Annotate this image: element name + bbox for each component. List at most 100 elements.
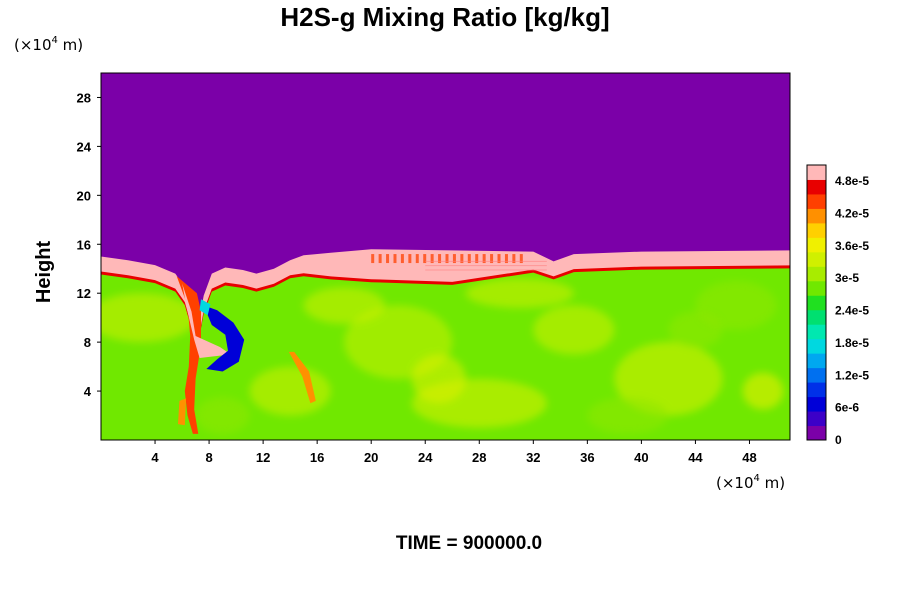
- x-tick-label: 16: [310, 450, 324, 465]
- colorbar-segment: [807, 353, 826, 369]
- plume-strip: [182, 283, 231, 358]
- lower-texture: [101, 278, 784, 434]
- plume-strip: [178, 398, 187, 426]
- colorbar-tick-label: 4.2e-5: [835, 207, 869, 221]
- colorbar-tick-label: 2.4e-5: [835, 304, 869, 318]
- upper-field: [101, 73, 790, 325]
- colorbar-segment: [807, 237, 826, 253]
- x-tick-label: 36: [580, 450, 594, 465]
- y-axis-label: Height: [33, 241, 55, 304]
- colorbar-tick-label: 4.8e-5: [835, 174, 869, 188]
- y-unit-exp: 4: [52, 35, 58, 46]
- wave-streak: [512, 254, 516, 264]
- wave-streak: [423, 254, 427, 264]
- colorbar-tick-label: 1.8e-5: [835, 336, 869, 350]
- colorbar-segment: [807, 222, 826, 238]
- colorbar-tick-label: 6e-6: [835, 401, 859, 415]
- wave-streak: [482, 254, 486, 264]
- wave-streak: [400, 254, 404, 264]
- texture-blob: [411, 354, 466, 404]
- colorbar-segment: [807, 295, 826, 311]
- colorbar-ticks: 0 6e-6 1.2e-5 1.8e-5 2.4e-5 3e-5 3.6e-5 4.2e-5 4…: [835, 174, 869, 447]
- x-tick-label: 20: [364, 450, 378, 465]
- colorbar-segment: [807, 208, 826, 224]
- colorbar-segment: [807, 309, 826, 325]
- y-tick-label: 24: [77, 139, 92, 154]
- texture-blob: [465, 278, 574, 308]
- texture-blob: [668, 311, 723, 349]
- colorbar-tick-label: 3.6e-5: [835, 239, 869, 253]
- texture-blob: [614, 342, 723, 416]
- y-tick-label: 4: [84, 384, 92, 399]
- colorbar-segment: [807, 411, 826, 427]
- x-tick-label: 44: [688, 450, 703, 465]
- wave-streak: [415, 254, 419, 264]
- wave-streak: [504, 254, 508, 264]
- wave-streak: [430, 254, 434, 264]
- wave-streak: [393, 254, 397, 264]
- x-unit-exp: 4: [754, 473, 760, 484]
- colorbar-segment: [807, 367, 826, 383]
- colorbar-segment: [807, 193, 826, 209]
- wave-streak: [445, 254, 449, 264]
- y-tick-label: 28: [77, 90, 91, 105]
- plume-strip: [288, 351, 316, 404]
- wave-streak: [519, 254, 523, 264]
- plume-strip: [203, 305, 245, 372]
- colorbar-segment: [807, 179, 826, 195]
- wave-streak: [386, 254, 390, 264]
- plume-strip: [176, 276, 201, 434]
- texture-blob: [587, 397, 669, 434]
- wave-streak: [438, 254, 442, 264]
- wave-streak: [371, 254, 375, 264]
- y-unit-base: (×10: [14, 36, 52, 54]
- y-tick-label: 20: [77, 188, 91, 203]
- colorbar: [806, 164, 827, 441]
- wave-streak: [497, 254, 501, 264]
- colorbar-segment: [807, 280, 826, 296]
- x-axis-unit: (×104 m): [716, 473, 785, 492]
- colorbar-segment: [807, 324, 826, 340]
- x-ticks: 4 8 12 16 20 24 28 32 36 40 44 48: [151, 440, 757, 465]
- heatmap-field: [101, 73, 790, 440]
- x-tick-label: 28: [472, 450, 486, 465]
- colorbar-segment: [807, 251, 826, 267]
- wave-streak: [490, 254, 494, 264]
- texture-blob: [249, 366, 331, 416]
- colorbar-tick-label: 1.2e-5: [835, 368, 869, 382]
- colorbar-segment: [807, 266, 826, 282]
- colorbar-segment: [807, 425, 826, 441]
- wave-streak: [378, 254, 382, 264]
- x-tick-label: 12: [256, 450, 270, 465]
- x-tick-label: 32: [526, 450, 540, 465]
- texture-blob: [101, 293, 196, 343]
- colorbar-tick-label: 3e-5: [835, 271, 859, 285]
- colorbar-segment: [807, 382, 826, 398]
- y-tick-label: 8: [84, 335, 91, 350]
- wave-streak: [460, 254, 464, 264]
- time-label: TIME = 900000.0: [396, 533, 542, 554]
- plume-feature: [176, 276, 316, 434]
- x-tick-label: 24: [418, 450, 433, 465]
- x-tick-label: 8: [205, 450, 212, 465]
- x-unit-base: (×10: [716, 474, 754, 492]
- colorbar-frame: [806, 164, 827, 441]
- texture-blob: [303, 287, 385, 324]
- texture-blob: [742, 372, 784, 410]
- colorbar-tick-label: 0: [835, 433, 842, 447]
- wave-pattern: [371, 254, 547, 271]
- colorbar-segment: [807, 396, 826, 412]
- colorbar-segment: [807, 338, 826, 354]
- y-unit-tail: m): [58, 36, 83, 54]
- y-tick-label: 12: [77, 286, 91, 301]
- x-tick-label: 48: [742, 450, 756, 465]
- texture-blob: [695, 280, 777, 330]
- x-unit-tail: m): [760, 474, 785, 492]
- x-tick-label: 40: [634, 450, 648, 465]
- y-tick-label: 16: [77, 237, 91, 252]
- chart-title: H2S-g Mixing Ratio [kg/kg]: [280, 2, 609, 32]
- wave-streak: [452, 254, 456, 264]
- wave-streak: [467, 254, 471, 264]
- texture-blob: [195, 397, 250, 434]
